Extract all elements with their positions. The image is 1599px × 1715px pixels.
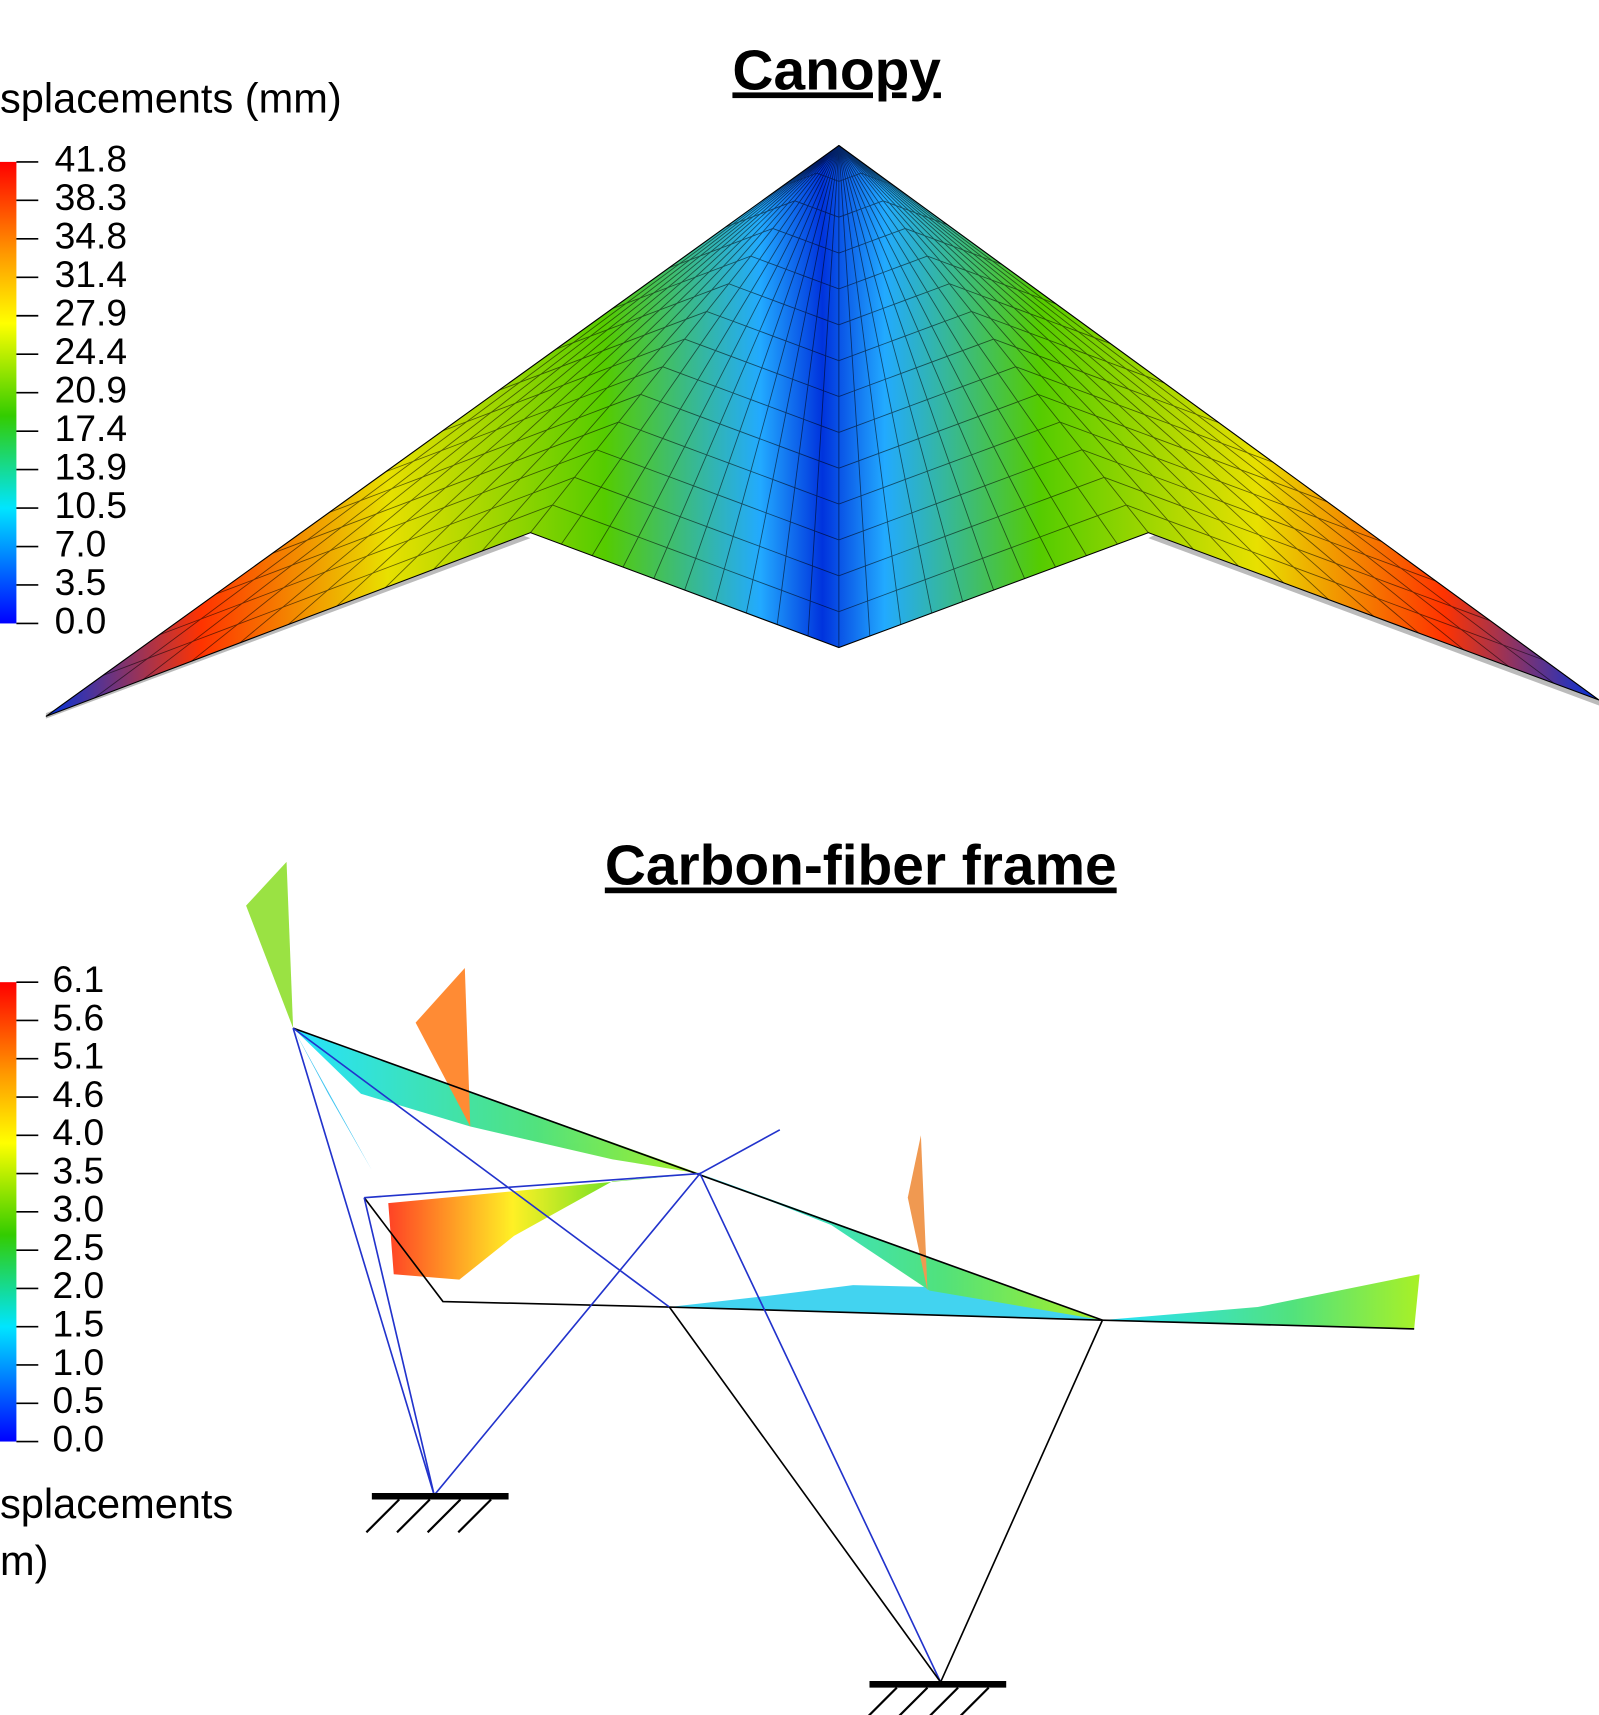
colorbar-label: 38.3 bbox=[55, 176, 127, 218]
hatch-line bbox=[428, 1500, 461, 1533]
colorbar-label: 3.5 bbox=[52, 1149, 104, 1191]
colorbar-label: 1.5 bbox=[52, 1303, 104, 1345]
colorbar-label: 24.4 bbox=[55, 330, 127, 372]
colorbar-label: 27.9 bbox=[55, 292, 127, 334]
hatch-line bbox=[864, 1688, 897, 1715]
colorbar-label: 4.0 bbox=[52, 1111, 104, 1153]
colorbar bbox=[0, 162, 16, 624]
colorbar-label: 3.5 bbox=[55, 561, 107, 603]
member bbox=[669, 1307, 1102, 1682]
hatch-line bbox=[366, 1500, 399, 1533]
colorbar-label: 0.5 bbox=[52, 1379, 104, 1421]
fan bbox=[246, 862, 293, 1028]
colorbar-label: 2.5 bbox=[52, 1226, 104, 1268]
displacement-fans bbox=[246, 862, 1420, 1329]
canopy-legend-title: splacements (mm) bbox=[0, 75, 342, 122]
page: Canopy splacements (mm) Carbon-fiber fra… bbox=[0, 0, 1599, 1715]
colorbar-label: 5.1 bbox=[52, 1035, 104, 1077]
hatch-line bbox=[458, 1500, 491, 1533]
colorbar-label: 0.0 bbox=[55, 599, 107, 641]
frame-legend-title: m) bbox=[0, 1537, 48, 1584]
colorbar-label: 10.5 bbox=[55, 484, 127, 526]
hatch-line bbox=[956, 1688, 989, 1715]
colorbar-label: 41.8 bbox=[55, 138, 127, 180]
colorbar-label: 5.6 bbox=[52, 996, 104, 1038]
frame-title: Carbon-fiber frame bbox=[605, 835, 1117, 898]
frame-legend-title: splacements bbox=[0, 1480, 233, 1527]
member bbox=[293, 1028, 669, 1307]
figure: Canopy splacements (mm) Carbon-fiber fra… bbox=[0, 0, 1599, 1715]
colorbar-label: 6.1 bbox=[52, 958, 104, 1000]
colorbar-label: 31.4 bbox=[55, 253, 127, 295]
colorbar-label: 4.6 bbox=[52, 1073, 104, 1115]
colorbar-label: 3.0 bbox=[52, 1188, 104, 1230]
hatch-line bbox=[397, 1500, 430, 1533]
fan bbox=[388, 1174, 700, 1280]
colorbar-label: 34.8 bbox=[55, 215, 127, 257]
colorbar-label: 7.0 bbox=[55, 522, 107, 564]
colorbar-label: 1.0 bbox=[52, 1341, 104, 1383]
hatch-line bbox=[925, 1688, 958, 1715]
colorbar-label: 13.9 bbox=[55, 445, 127, 487]
colorbar-label: 17.4 bbox=[55, 407, 127, 449]
canopy-title: Canopy bbox=[732, 39, 941, 102]
supports bbox=[366, 1496, 1006, 1715]
member bbox=[293, 1028, 940, 1682]
hatch-line bbox=[895, 1688, 928, 1715]
colorbar-label: 2.0 bbox=[52, 1264, 104, 1306]
colorbar-label: 0.0 bbox=[52, 1417, 104, 1459]
colorbar-label: 20.9 bbox=[55, 369, 127, 411]
colorbar bbox=[0, 982, 16, 1441]
frame-members bbox=[293, 1028, 1414, 1682]
